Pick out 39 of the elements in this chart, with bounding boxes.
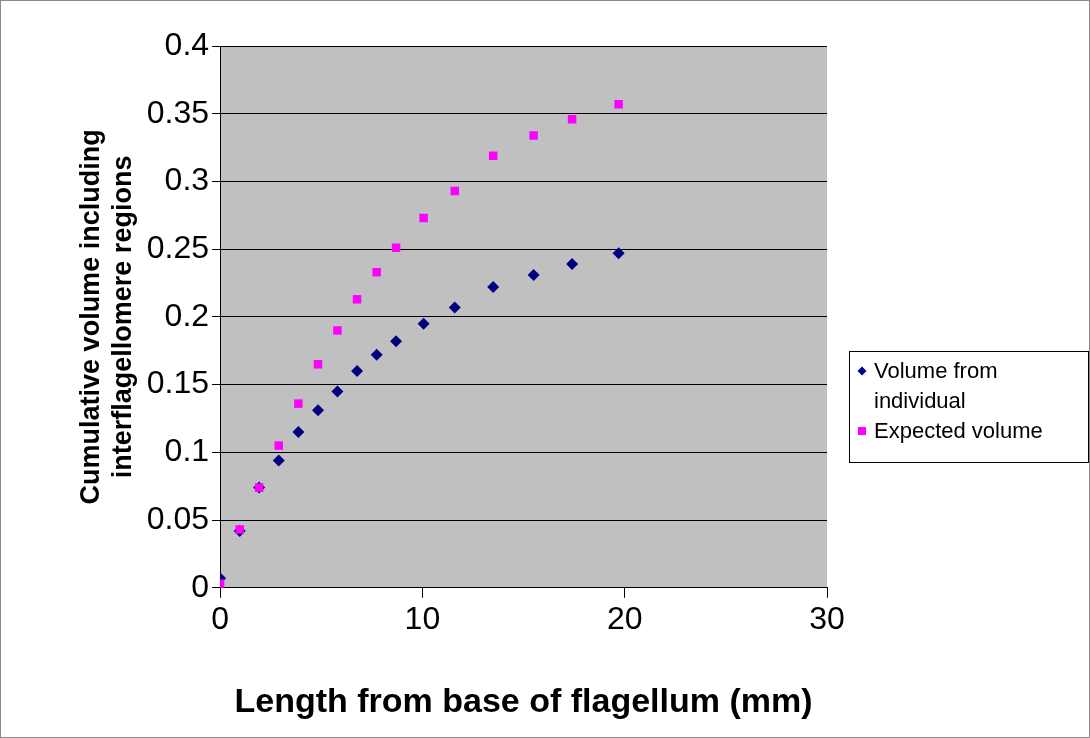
point xyxy=(488,151,498,160)
legend-label: Expected volume xyxy=(874,417,1043,445)
x-tick-label: 10 xyxy=(404,599,441,636)
y-tick-label: 0.1 xyxy=(164,432,210,469)
legend-label: Volume from individual xyxy=(874,357,999,415)
x-tick-label: 20 xyxy=(606,599,643,636)
point xyxy=(448,301,461,314)
point xyxy=(614,100,623,109)
y-tick-label: 0.05 xyxy=(146,499,210,536)
x-tick-label: 30 xyxy=(809,599,845,636)
point xyxy=(612,247,625,260)
point xyxy=(352,295,362,304)
point xyxy=(292,426,305,439)
y-tick-label: 0.25 xyxy=(146,229,210,265)
point xyxy=(370,348,383,361)
y-tick-label: 0.35 xyxy=(146,93,210,130)
point xyxy=(417,317,430,330)
y-tick-label: 0.4 xyxy=(164,25,210,62)
y-tick-label: 0.15 xyxy=(146,364,210,401)
point xyxy=(529,131,538,140)
point xyxy=(351,365,364,378)
point xyxy=(527,268,540,281)
point xyxy=(294,399,303,408)
point xyxy=(272,454,285,467)
point xyxy=(333,326,342,335)
point xyxy=(487,281,500,294)
point xyxy=(419,213,428,223)
point xyxy=(390,335,403,348)
y-tick-label: 0 xyxy=(191,567,210,604)
point xyxy=(372,267,381,277)
point xyxy=(312,404,324,417)
y-tick-label: 0.2 xyxy=(164,296,210,333)
point xyxy=(313,360,323,369)
x-axis-title: Length from base of flagellum (mm) xyxy=(234,680,813,719)
point xyxy=(331,385,344,398)
point xyxy=(566,258,579,271)
y-tick-label: 0.3 xyxy=(164,161,210,198)
point xyxy=(274,441,283,450)
y-axis-title: Cumulative volume including interflagellomere regions xyxy=(74,129,138,505)
